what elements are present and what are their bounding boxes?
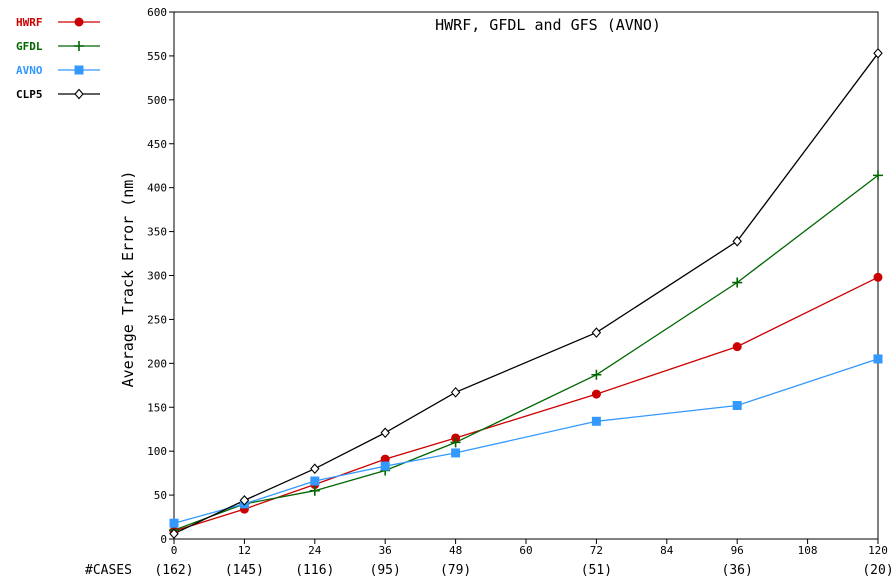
x-tick-label: 24 — [308, 544, 322, 557]
chart-title: HWRF, GFDL and GFS (AVNO) — [435, 16, 661, 34]
hwrf-point — [591, 389, 601, 399]
x-tick-label: 108 — [798, 544, 818, 557]
legend: HWRF GFDL AVNO CLP5 — [16, 16, 100, 101]
legend-clp5-point — [74, 88, 84, 100]
case-count: (162) — [154, 563, 193, 578]
gfdl-point — [450, 437, 461, 448]
avno-point — [732, 400, 742, 410]
case-count: (79) — [440, 563, 471, 578]
x-tick-label: 12 — [238, 544, 251, 557]
hwrf-point — [873, 272, 883, 282]
gfdl-point — [732, 277, 743, 288]
clp5-point — [169, 528, 179, 540]
clp5-point — [239, 495, 250, 506]
x-tick-label: 120 — [868, 544, 888, 557]
clp5-point — [591, 327, 602, 338]
y-tick-label: 100 — [147, 445, 167, 458]
y-tick-label: 200 — [147, 357, 167, 370]
case-count: (20) — [862, 563, 893, 578]
legend-label-clp5: CLP5 — [16, 88, 43, 101]
x-tick-label: 60 — [519, 544, 532, 557]
legend-avno-point — [74, 65, 84, 75]
gfdl-point — [591, 369, 602, 380]
legend-gfdl-point — [74, 41, 84, 51]
y-tick-label: 600 — [147, 6, 167, 19]
case-count: (116) — [295, 563, 334, 578]
hwrf-line — [173, 276, 879, 532]
x-tick-label: 36 — [379, 544, 392, 557]
clp5-line — [173, 52, 879, 535]
gfdl-point — [309, 485, 320, 496]
x-tick-label: 72 — [590, 544, 603, 557]
case-count: (36) — [722, 563, 753, 578]
avno-point — [380, 461, 390, 471]
cases-label: #CASES — [85, 563, 132, 578]
series-layer — [169, 47, 883, 540]
y-tick-label: 150 — [147, 401, 167, 414]
hwrf-point — [380, 454, 390, 464]
y-tick-label: 300 — [147, 270, 167, 283]
x-tick-label: 0 — [171, 544, 178, 557]
x-tick-label: 84 — [660, 544, 674, 557]
clp5-point — [310, 463, 320, 475]
clp5-point — [380, 427, 390, 439]
y-tick-label: 500 — [147, 94, 167, 107]
y-tick-label: 400 — [147, 182, 167, 195]
legend-label-gfdl: GFDL — [16, 40, 43, 53]
clp5-point — [873, 47, 883, 59]
case-count: (51) — [581, 563, 612, 578]
y-tick-label: 550 — [147, 50, 167, 63]
avno-line — [173, 358, 879, 524]
x-tick-label: 48 — [449, 544, 462, 557]
avno-point — [591, 416, 601, 426]
clp5-point — [732, 235, 742, 247]
avno-point — [310, 476, 320, 486]
y-tick-label: 450 — [147, 138, 167, 151]
clp5-point — [450, 386, 461, 398]
gfdl-line — [173, 174, 879, 531]
gfdl-point — [873, 170, 883, 181]
case-count: (145) — [225, 563, 264, 578]
y-tick-label: 350 — [147, 226, 167, 239]
case-count: (95) — [370, 563, 401, 578]
y-tick-label: 50 — [154, 489, 167, 502]
y-tick-label: 0 — [160, 533, 167, 546]
hwrf-point — [732, 342, 742, 352]
legend-label-hwrf: HWRF — [16, 16, 43, 29]
legend-hwrf-point — [74, 17, 84, 27]
y-axis-label: Average Track Error (nm) — [119, 171, 137, 388]
y-tick-label: 250 — [147, 313, 167, 326]
avno-point — [451, 448, 461, 458]
plot-frame — [173, 11, 879, 540]
legend-label-avno: AVNO — [16, 64, 43, 77]
plot-axes: 0 12 24 36 48 60 72 84 96 108 120 0 50 100 150 200 250 30… — [85, 6, 894, 578]
x-tick-label: 96 — [731, 544, 744, 557]
avno-point — [873, 354, 883, 364]
avno-point — [169, 518, 179, 528]
